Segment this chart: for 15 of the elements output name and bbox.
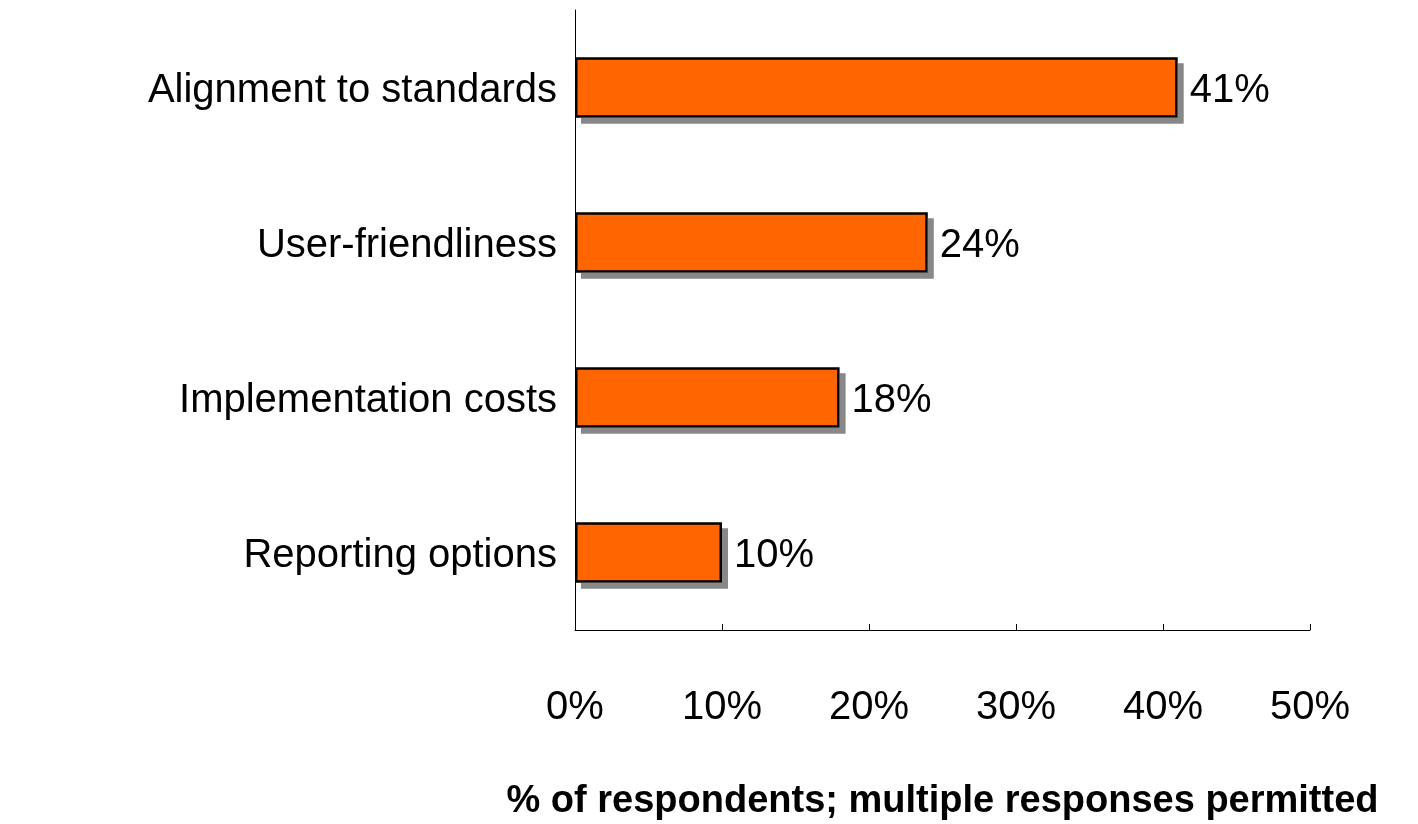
data-label: 18% [851, 375, 932, 420]
y-tick-label: User-friendliness [256, 220, 557, 265]
y-tick-label: Alignment to standards [147, 65, 557, 110]
y-tick-label: Implementation costs [179, 375, 557, 420]
x-tick-label: 10% [681, 683, 763, 727]
x-tick-label: 50% [1269, 683, 1351, 727]
data-label: 24% [939, 220, 1020, 265]
data-label: 10% [734, 530, 815, 575]
y-tick-label: Reporting options [243, 530, 557, 575]
x-tick-label: 30% [975, 683, 1057, 727]
x-tick-label: 40% [1122, 683, 1204, 727]
data-label: 41% [1189, 65, 1270, 110]
x-tick-label: 20% [828, 683, 910, 727]
x-tick-label: 0% [546, 683, 604, 727]
x-axis-title: % of respondents; multiple responses permitted [506, 778, 1379, 820]
